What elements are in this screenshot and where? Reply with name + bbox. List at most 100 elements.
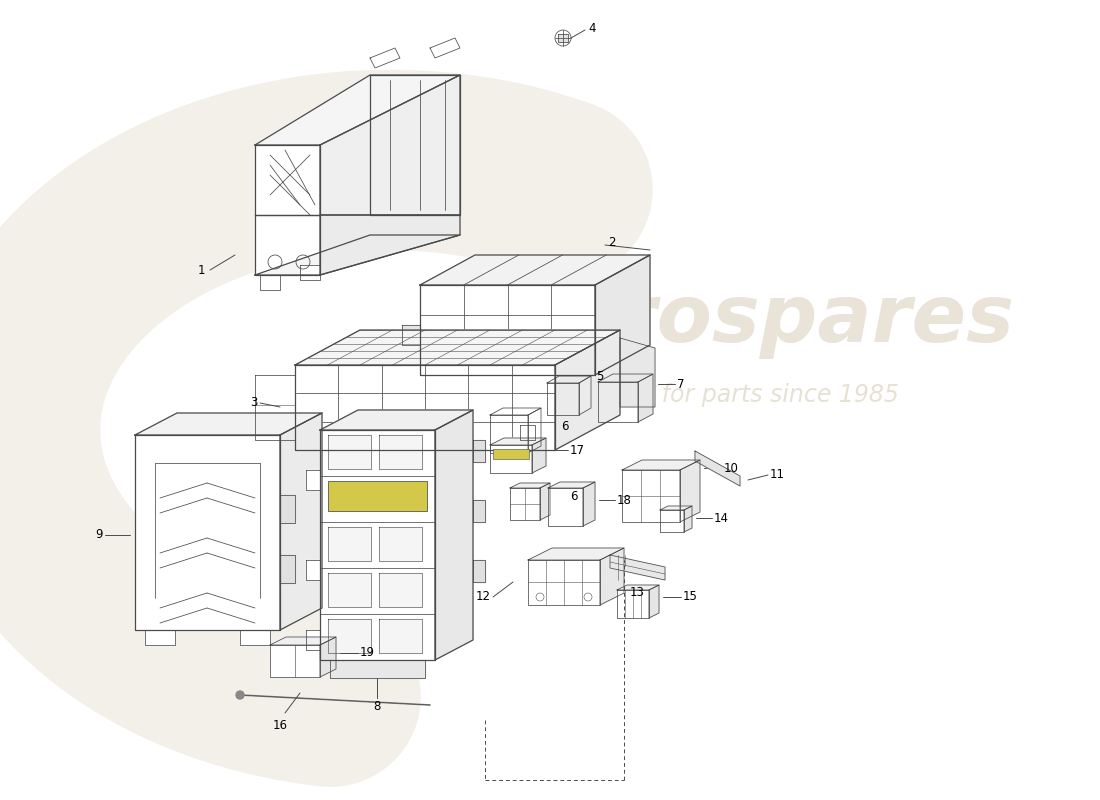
Polygon shape xyxy=(260,275,280,290)
Polygon shape xyxy=(320,430,434,660)
Polygon shape xyxy=(295,330,620,365)
Text: 2: 2 xyxy=(608,237,616,250)
Polygon shape xyxy=(638,374,653,422)
Bar xyxy=(493,449,529,459)
Text: 9: 9 xyxy=(96,529,103,542)
Polygon shape xyxy=(306,630,320,650)
Polygon shape xyxy=(548,488,583,526)
Polygon shape xyxy=(547,383,579,415)
Circle shape xyxy=(236,691,244,699)
Bar xyxy=(328,481,427,511)
Text: eurospares: eurospares xyxy=(506,281,1014,359)
Text: 13: 13 xyxy=(629,586,645,599)
Polygon shape xyxy=(617,590,649,618)
Polygon shape xyxy=(473,500,485,522)
Polygon shape xyxy=(617,585,659,590)
Polygon shape xyxy=(320,637,336,677)
Polygon shape xyxy=(520,425,535,440)
Polygon shape xyxy=(558,34,568,42)
Polygon shape xyxy=(255,75,460,145)
Polygon shape xyxy=(595,255,650,375)
Polygon shape xyxy=(490,408,541,415)
Text: 18: 18 xyxy=(617,494,631,506)
Text: 16: 16 xyxy=(273,719,287,732)
Text: 4: 4 xyxy=(588,22,595,35)
Polygon shape xyxy=(402,325,420,345)
Polygon shape xyxy=(583,482,595,526)
Polygon shape xyxy=(255,145,320,215)
Polygon shape xyxy=(135,435,280,630)
Text: 6: 6 xyxy=(561,421,569,434)
Polygon shape xyxy=(610,555,665,580)
Polygon shape xyxy=(420,285,595,375)
Text: 11: 11 xyxy=(770,469,785,482)
Polygon shape xyxy=(680,460,700,522)
Polygon shape xyxy=(306,470,320,490)
Polygon shape xyxy=(649,585,659,618)
Polygon shape xyxy=(270,637,336,645)
Polygon shape xyxy=(528,408,541,453)
Polygon shape xyxy=(434,410,473,660)
Polygon shape xyxy=(621,460,700,470)
Text: 12: 12 xyxy=(476,590,491,603)
Polygon shape xyxy=(420,255,650,285)
Polygon shape xyxy=(556,330,620,450)
Polygon shape xyxy=(370,75,460,215)
Polygon shape xyxy=(320,75,460,215)
Polygon shape xyxy=(660,510,684,532)
Polygon shape xyxy=(280,495,295,523)
Polygon shape xyxy=(379,619,422,653)
Text: 3: 3 xyxy=(251,397,258,410)
Polygon shape xyxy=(510,483,550,488)
Polygon shape xyxy=(490,445,532,473)
Polygon shape xyxy=(598,382,638,422)
Polygon shape xyxy=(473,560,485,582)
Polygon shape xyxy=(240,630,270,645)
Text: 7: 7 xyxy=(676,378,684,390)
Polygon shape xyxy=(473,440,485,462)
Text: 5: 5 xyxy=(596,370,604,382)
Polygon shape xyxy=(548,482,595,488)
Polygon shape xyxy=(430,38,460,58)
Polygon shape xyxy=(328,527,371,561)
Polygon shape xyxy=(255,375,295,440)
Text: 19: 19 xyxy=(360,646,375,659)
Polygon shape xyxy=(532,438,546,473)
Polygon shape xyxy=(547,376,591,383)
Polygon shape xyxy=(490,415,528,453)
Polygon shape xyxy=(320,215,460,275)
Polygon shape xyxy=(684,506,692,532)
Polygon shape xyxy=(300,265,320,280)
Polygon shape xyxy=(579,376,591,415)
Polygon shape xyxy=(145,630,175,645)
Text: 6: 6 xyxy=(570,490,578,503)
Polygon shape xyxy=(255,235,460,275)
Text: 15: 15 xyxy=(683,590,697,603)
Text: 1: 1 xyxy=(198,263,205,277)
Polygon shape xyxy=(620,338,654,407)
Text: 17: 17 xyxy=(570,443,585,457)
Polygon shape xyxy=(528,548,624,560)
Polygon shape xyxy=(135,413,322,435)
Polygon shape xyxy=(490,438,546,445)
Text: 8: 8 xyxy=(373,700,381,713)
Polygon shape xyxy=(280,555,295,583)
Text: a passion for parts since 1985: a passion for parts since 1985 xyxy=(541,383,899,407)
Text: 10: 10 xyxy=(724,462,739,474)
Polygon shape xyxy=(328,573,371,607)
Polygon shape xyxy=(379,573,422,607)
Polygon shape xyxy=(598,374,653,382)
Polygon shape xyxy=(621,470,680,522)
Polygon shape xyxy=(600,548,624,605)
Polygon shape xyxy=(379,435,422,469)
Polygon shape xyxy=(295,365,556,450)
Polygon shape xyxy=(379,527,422,561)
Polygon shape xyxy=(255,215,320,275)
Polygon shape xyxy=(510,488,540,520)
Polygon shape xyxy=(528,560,600,605)
Polygon shape xyxy=(370,48,400,68)
Polygon shape xyxy=(660,506,692,510)
Polygon shape xyxy=(328,619,371,653)
Polygon shape xyxy=(280,413,322,630)
Polygon shape xyxy=(328,435,371,469)
